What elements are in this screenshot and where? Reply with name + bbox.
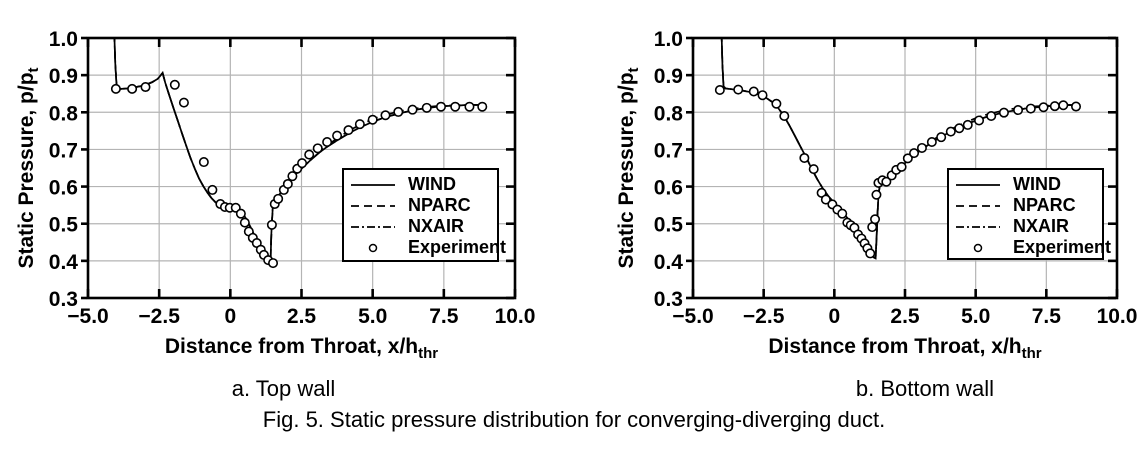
svg-text:0.7: 0.7 <box>49 139 78 162</box>
legend-top-wall: WIND NPARC NXAIR Experiment <box>342 168 506 262</box>
nparc-line-sample-icon <box>350 199 396 213</box>
tick-marks <box>81 36 517 300</box>
plot-border <box>86 36 517 300</box>
svg-text:−2.5: −2.5 <box>743 305 785 328</box>
nparc-line-sample-icon <box>955 199 1001 213</box>
wind-line-sample-icon <box>955 178 1001 192</box>
x-tick-labels: −5.0 −2.5 0 2.5 5.0 7.5 10.0 <box>67 305 535 328</box>
subcaption-top-wall: a. Top wall <box>231 376 336 401</box>
legend-entry-experiment: Experiment <box>350 237 506 258</box>
plot-top-wall: −5.0 −2.5 0 2.5 5.0 7.5 10.0 0.3 0.4 0.5 0.6 0.7 0.8… <box>15 28 535 362</box>
svg-text:0.9: 0.9 <box>654 65 683 88</box>
svg-text:0.5: 0.5 <box>49 214 79 237</box>
svg-text:0.6: 0.6 <box>654 177 683 200</box>
plot-border <box>691 36 1119 300</box>
experiment-marker-sample-icon <box>350 241 396 255</box>
tick-marks <box>686 36 1119 300</box>
svg-text:1.0: 1.0 <box>654 28 683 51</box>
svg-text:0: 0 <box>224 305 236 328</box>
svg-text:0.6: 0.6 <box>49 177 78 200</box>
legend-label-wind: WIND <box>408 174 456 194</box>
experiment-points <box>110 79 488 269</box>
svg-text:0.5: 0.5 <box>654 214 684 237</box>
legend-label-nxair: NXAIR <box>1013 216 1070 236</box>
legend-entry-wind: WIND <box>350 174 497 195</box>
nxair-line-sample-icon <box>350 220 396 234</box>
svg-text:5.0: 5.0 <box>358 305 387 328</box>
legend-label-nxair: NXAIR <box>408 216 465 236</box>
figure-caption: Fig. 5. Static pressure distribution for… <box>262 407 886 432</box>
svg-text:−5.0: −5.0 <box>672 305 713 328</box>
experiment-points <box>714 84 1082 259</box>
svg-text:7.5: 7.5 <box>1032 305 1062 328</box>
experiment-marker-sample-icon <box>955 241 1001 255</box>
wind-line-sample-icon <box>350 178 396 192</box>
legend-entry-nxair: NXAIR <box>350 216 497 237</box>
nparc-line <box>720 38 1081 260</box>
nxair-line-sample-icon <box>955 220 1001 234</box>
svg-text:0.3: 0.3 <box>49 288 78 311</box>
svg-text:−2.5: −2.5 <box>138 305 180 328</box>
legend-label-nparc: NPARC <box>408 195 471 215</box>
legend-entry-nparc: NPARC <box>955 195 1102 216</box>
legend-label-experiment: Experiment <box>1013 237 1112 257</box>
svg-text:2.5: 2.5 <box>287 305 317 328</box>
svg-text:0.4: 0.4 <box>654 251 684 274</box>
legend-label-nparc: NPARC <box>1013 195 1076 215</box>
svg-text:0.9: 0.9 <box>49 65 78 88</box>
subcaption-bottom-wall: b. Bottom wall <box>855 376 995 401</box>
svg-text:10.0: 10.0 <box>1097 305 1138 328</box>
legend-entry-nxair: NXAIR <box>955 216 1102 237</box>
y-tick-labels: 0.3 0.4 0.5 0.6 0.7 0.8 0.9 1.0 <box>49 28 79 311</box>
x-tick-labels: −5.0 −2.5 0 2.5 5.0 7.5 10.0 <box>672 305 1137 328</box>
svg-text:10.0: 10.0 <box>495 305 536 328</box>
y-axis-label: Static Pressure, p/pt <box>15 67 42 268</box>
x-axis-label: Distance from Throat, x/hthr <box>768 335 1041 362</box>
svg-text:0.7: 0.7 <box>654 139 683 162</box>
legend-label-wind: WIND <box>1013 174 1061 194</box>
legend-entry-nparc: NPARC <box>350 195 497 216</box>
x-axis-label: Distance from Throat, x/hthr <box>165 335 438 362</box>
legend-bottom-wall: WIND NPARC NXAIR Experiment <box>947 168 1111 260</box>
svg-text:0.8: 0.8 <box>49 102 79 125</box>
svg-text:1.0: 1.0 <box>49 28 78 51</box>
svg-text:0.3: 0.3 <box>654 288 683 311</box>
svg-text:7.5: 7.5 <box>429 305 459 328</box>
svg-text:2.5: 2.5 <box>890 305 920 328</box>
svg-text:5.0: 5.0 <box>961 305 990 328</box>
legend-label-experiment: Experiment <box>408 237 507 257</box>
y-axis-label: Static Pressure, p/pt <box>615 67 642 268</box>
svg-text:−5.0: −5.0 <box>67 305 108 328</box>
svg-text:0.8: 0.8 <box>654 102 684 125</box>
svg-text:0.4: 0.4 <box>49 251 79 274</box>
plot-bottom-wall: −5.0 −2.5 0 2.5 5.0 7.5 10.0 0.3 0.4 0.5 0.6 0.7 0.8… <box>615 28 1137 362</box>
legend-entry-wind: WIND <box>955 174 1102 195</box>
svg-text:0: 0 <box>828 305 840 328</box>
y-tick-labels: 0.3 0.4 0.5 0.6 0.7 0.8 0.9 1.0 <box>654 28 684 311</box>
legend-entry-experiment: Experiment <box>955 237 1111 258</box>
